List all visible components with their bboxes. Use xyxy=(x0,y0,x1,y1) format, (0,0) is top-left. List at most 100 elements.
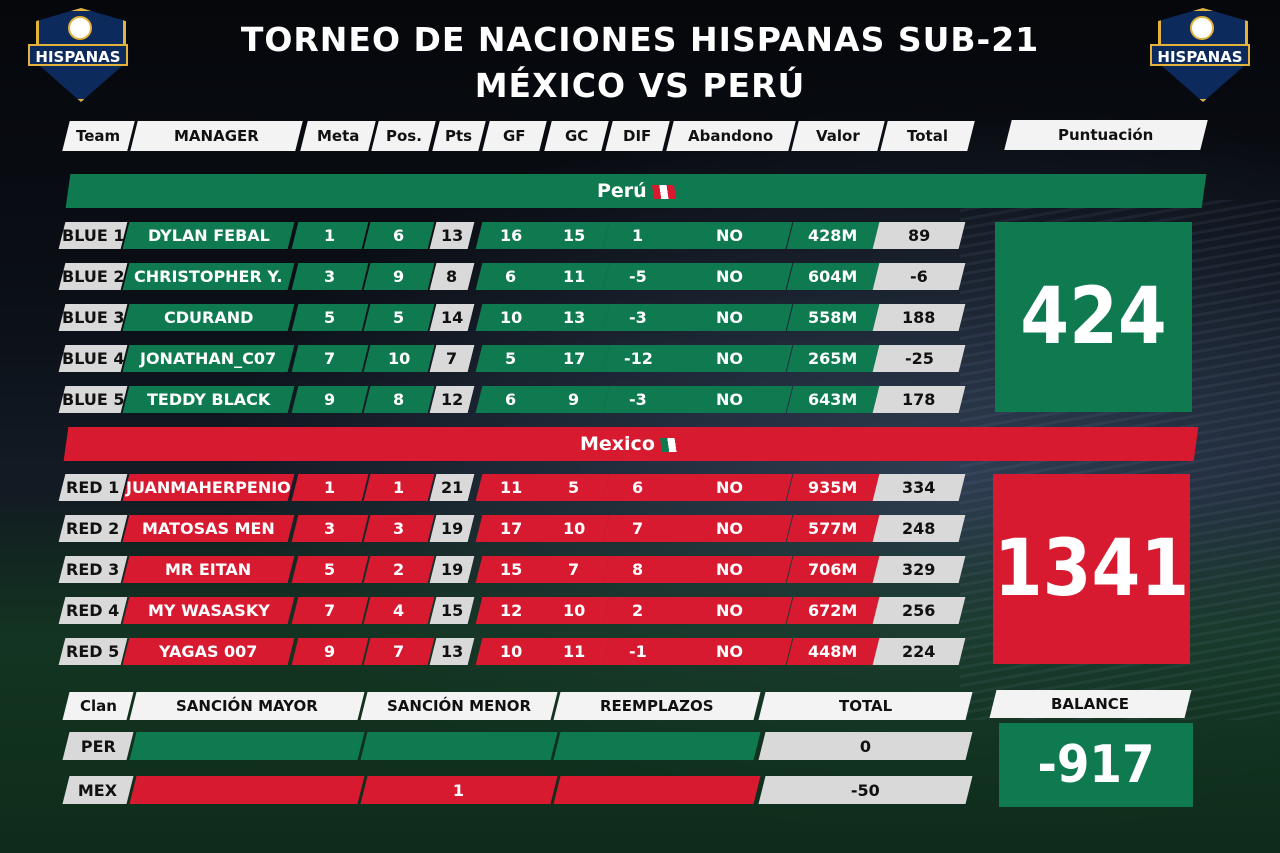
row-cell: 6 xyxy=(363,222,435,249)
team-band-1-text: Mexico xyxy=(580,433,684,455)
row-cell: 428M xyxy=(786,222,880,249)
page-title: TORNEO DE NACIONES HISPANAS SUB-21 xyxy=(240,20,1040,59)
header-pts: Pts xyxy=(432,121,486,151)
header-abandono: Abandono xyxy=(666,121,796,151)
row-cell-text: 8 xyxy=(393,390,405,409)
row-cell: 10 xyxy=(538,515,610,542)
row-cell: 329 xyxy=(872,556,966,583)
header-dif-text: DIF xyxy=(623,127,652,145)
row-cell: NO xyxy=(665,263,793,290)
team-band-0-text: Perú xyxy=(597,180,676,202)
balance-header-text: BALANCE xyxy=(1051,695,1130,713)
row-cell: MR EITAN xyxy=(122,556,295,583)
row-cell: 1 xyxy=(291,222,369,249)
row-cell: 10 xyxy=(475,638,547,665)
row-cell-text: BLUE 1 xyxy=(61,226,125,245)
row-cell-text: 329 xyxy=(902,560,936,579)
sanction-header-text: SANCIÓN MAYOR xyxy=(176,697,318,715)
sanction-header-text: Clan xyxy=(79,697,117,715)
row-cell: 643M xyxy=(786,386,880,413)
row-cell: 6 xyxy=(475,263,547,290)
row-cell-text: MR EITAN xyxy=(165,560,252,579)
row-cell: -3 xyxy=(602,386,674,413)
row-cell-text: 21 xyxy=(440,478,464,497)
row-cell: 7 xyxy=(291,345,369,372)
sanction-cell xyxy=(129,732,365,760)
row-cell: 12 xyxy=(475,597,547,624)
row-cell-text: 6 xyxy=(505,267,517,286)
row-cell-text: 6 xyxy=(632,478,644,497)
row-cell: 8 xyxy=(602,556,674,583)
team-band-0: Perú xyxy=(65,174,1207,208)
team-score: 1341 xyxy=(993,474,1190,664)
row-cell: 577M xyxy=(786,515,880,542)
row-cell-text: -3 xyxy=(629,308,647,327)
row-cell-text: NO xyxy=(715,390,743,409)
row-cell-text: -5 xyxy=(629,267,647,286)
row-cell-text: MY WASASKY xyxy=(147,601,270,620)
row-cell-text: -12 xyxy=(623,349,653,368)
row-cell-text: 5 xyxy=(324,308,336,327)
row-cell-text: 17 xyxy=(499,519,523,538)
row-cell: 4 xyxy=(363,597,435,624)
row-cell-text: 89 xyxy=(907,226,931,245)
row-cell-text: 8 xyxy=(446,267,458,286)
row-cell: 13 xyxy=(429,222,475,249)
header-gf: GF xyxy=(482,121,547,151)
row-cell-text: 17 xyxy=(562,349,586,368)
row-cell-text: 12 xyxy=(440,390,464,409)
row-cell: 17 xyxy=(538,345,610,372)
row-cell: 14 xyxy=(429,304,475,331)
row-cell: 8 xyxy=(363,386,435,413)
row-cell: YAGAS 007 xyxy=(122,638,295,665)
row-cell: 334 xyxy=(872,474,966,501)
row-cell-text: 16 xyxy=(499,226,523,245)
row-cell-text: 935M xyxy=(808,478,858,497)
row-cell-text: 7 xyxy=(324,601,336,620)
sanction-header: REEMPLAZOS xyxy=(553,692,761,720)
row-cell: 15 xyxy=(538,222,610,249)
row-cell-text: NO xyxy=(715,349,743,368)
row-cell: BLUE 3 xyxy=(58,304,128,331)
sanction-cell-text: 1 xyxy=(453,780,465,800)
row-cell: MY WASASKY xyxy=(122,597,295,624)
row-cell: 265M xyxy=(786,345,880,372)
row-cell: BLUE 1 xyxy=(58,222,128,249)
row-cell-text: 256 xyxy=(902,601,936,620)
row-cell-text: DYLAN FEBAL xyxy=(147,226,270,245)
row-cell-text: 2 xyxy=(393,560,405,579)
row-cell-text: 7 xyxy=(632,519,644,538)
sanction-header: Clan xyxy=(62,692,134,720)
row-cell-text: 428M xyxy=(808,226,858,245)
row-cell-text: 4 xyxy=(393,601,405,620)
row-cell-text: 13 xyxy=(440,642,464,661)
row-cell: BLUE 2 xyxy=(58,263,128,290)
row-cell: NO xyxy=(665,597,793,624)
header-puntuacion: Puntuación xyxy=(1004,120,1208,150)
row-cell: 5 xyxy=(291,304,369,331)
row-cell-text: 224 xyxy=(902,642,936,661)
row-cell-text: BLUE 5 xyxy=(61,390,125,409)
row-cell-text: 11 xyxy=(499,478,523,497)
row-cell: 3 xyxy=(291,263,369,290)
row-cell: -6 xyxy=(872,263,966,290)
team-name: Perú xyxy=(597,180,647,202)
row-cell-text: 13 xyxy=(440,226,464,245)
row-cell-text: RED 1 xyxy=(66,478,120,497)
row-cell-text: 13 xyxy=(562,308,586,327)
row-cell: NO xyxy=(665,345,793,372)
row-cell: RED 4 xyxy=(58,597,128,624)
row-cell: NO xyxy=(665,304,793,331)
row-cell-text: 3 xyxy=(393,519,405,538)
row-cell-text: 15 xyxy=(440,601,464,620)
row-cell-text: RED 4 xyxy=(66,601,120,620)
row-cell: 10 xyxy=(363,345,435,372)
sanction-cell: MEX xyxy=(62,776,134,804)
peru-flag-icon xyxy=(651,184,676,199)
row-cell-text: 643M xyxy=(808,390,858,409)
row-cell: MATOSAS MEN xyxy=(122,515,295,542)
row-cell: 448M xyxy=(786,638,880,665)
row-cell: 10 xyxy=(538,597,610,624)
row-cell: 3 xyxy=(291,515,369,542)
balance-value: -917 xyxy=(999,723,1193,807)
